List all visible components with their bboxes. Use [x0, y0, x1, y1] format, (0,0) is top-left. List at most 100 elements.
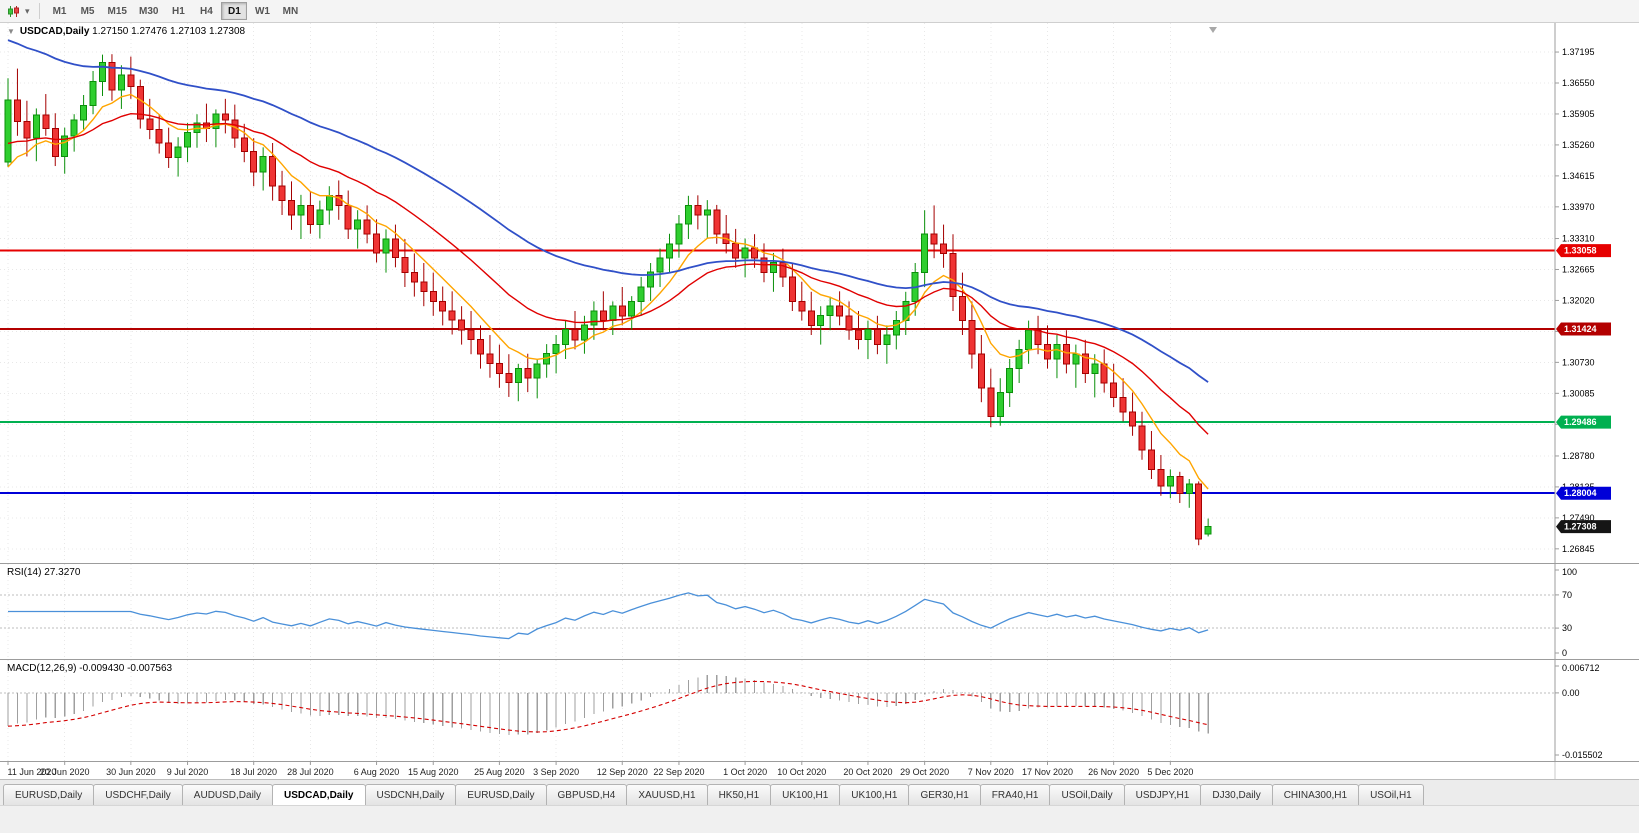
chart-tab-usoil-daily[interactable]: USOil,Daily [1049, 784, 1125, 805]
candle-up [1006, 368, 1014, 394]
candle-down [958, 296, 966, 322]
chart-tab-china300-h1[interactable]: CHINA300,H1 [1271, 784, 1360, 805]
candle-down [1062, 344, 1070, 365]
chart-type-icon[interactable] [5, 2, 23, 20]
candle-down [1147, 449, 1155, 470]
timeframe-toolbar: ▾ M1 M5 M15 M30 H1 H4 D1 W1 MN [0, 0, 1639, 23]
rsi-line [8, 592, 1209, 640]
chart-tab-hk50-h1[interactable]: HK50,H1 [706, 784, 772, 805]
candle-up [817, 314, 825, 326]
candle-up [1204, 526, 1212, 535]
date-label: 5 Dec 2020 [1147, 767, 1193, 777]
candle-down [23, 120, 31, 139]
candle-down [751, 247, 759, 259]
candle-down [505, 372, 513, 384]
candle-up [628, 300, 636, 317]
timeframe-button-m15[interactable]: M15 [107, 5, 127, 17]
chart-tab-fra40-h1[interactable]: FRA40,H1 [979, 784, 1051, 805]
chart-tab-gbpusd-h4[interactable]: GBPUSD,H4 [545, 784, 628, 805]
candle-up [703, 209, 711, 216]
timeframe-button-m30[interactable]: M30 [138, 5, 159, 17]
candle-up [769, 262, 777, 274]
timeframe-button-m1[interactable]: M1 [52, 5, 67, 17]
chart-tab-uk100-h1[interactable]: UK100,H1 [839, 784, 910, 805]
candle-up [552, 344, 560, 355]
candle-down [127, 74, 135, 87]
candle-up [212, 113, 220, 130]
timeframe-button-m5[interactable]: M5 [80, 5, 95, 17]
candle-down [391, 238, 399, 259]
candle-up [354, 219, 362, 230]
candle-up [1166, 476, 1174, 487]
rsi-chart-surface[interactable]: 100 70 30 0 [0, 564, 1639, 659]
timeframe-group: M1 M5 M15 M30 H1 H4 D1 W1 MN [47, 2, 304, 20]
chart-tab-eurusd-daily[interactable]: EURUSD,Daily [3, 784, 95, 805]
main-chart-surface[interactable]: 1.37195 1.36550 1.35905 1.35260 1.34615 1.339… [0, 23, 1639, 563]
candle-down [1157, 468, 1165, 487]
candle-down [363, 219, 371, 235]
price-tick-label: 1.36550 [1562, 78, 1595, 88]
candle-down [269, 155, 277, 187]
candle-down [467, 329, 475, 340]
candle-down [410, 272, 418, 283]
chart-tab-usdcad-daily[interactable]: USDCAD,Daily [272, 784, 366, 805]
price-level-badge [1556, 322, 1611, 336]
price-tick-label: 1.27490 [1562, 513, 1595, 523]
candle-down [13, 99, 21, 122]
one-click-trading-toggle-icon[interactable]: ▼ [7, 27, 15, 36]
date-label: 3 Sep 2020 [533, 767, 579, 777]
date-label: 29 Oct 2020 [900, 767, 949, 777]
chart-tab-ger30-h1[interactable]: GER30,H1 [908, 784, 981, 805]
candle-down [278, 185, 286, 202]
timeframe-button-h4[interactable]: H4 [200, 5, 213, 17]
chart-tab-xauusd-h1[interactable]: XAUUSD,H1 [626, 784, 708, 805]
date-label: 18 Jul 2020 [230, 767, 277, 777]
candle-down [250, 151, 258, 173]
chart-tab-usdjpy-h1[interactable]: USDJPY,H1 [1123, 784, 1202, 805]
candle-down [448, 310, 456, 321]
chart-tab-usdchf-daily[interactable]: USDCHF,Daily [93, 784, 183, 805]
candle-down [401, 257, 409, 274]
candle-down [940, 243, 948, 254]
candle-up [174, 146, 182, 158]
chart-tab-dj30-daily[interactable]: DJ30,Daily [1200, 784, 1273, 805]
candle-down [1176, 476, 1184, 494]
date-label: 11 Jun 2020 [8, 767, 57, 777]
chart-type-dropdown-caret-icon[interactable]: ▾ [25, 5, 30, 16]
candle-up [61, 135, 69, 157]
candle-up [637, 286, 645, 302]
price-tick-label: 1.34615 [1562, 171, 1595, 181]
candle-up [259, 155, 267, 173]
rsi-indicator-panel: RSI(14) 27.3270 100 70 30 0 [0, 563, 1639, 659]
candle-down [1034, 329, 1042, 346]
candle-up [1185, 483, 1193, 494]
date-axis: 11 Jun 2020 20 Jun 2020 30 Jun 2020 9 Jul 2… [0, 761, 1639, 779]
candle-up [684, 204, 692, 225]
candle-down [1119, 396, 1127, 413]
price-tick-label: 1.35905 [1562, 109, 1595, 119]
chart-tab-uk100-h1[interactable]: UK100,H1 [770, 784, 841, 805]
timeframe-button-d1[interactable]: D1 [221, 2, 248, 20]
date-label: 22 Sep 2020 [653, 767, 704, 777]
timeframe-button-mn[interactable]: MN [282, 5, 299, 17]
chart-ohlc-values: 1.27150 1.27476 1.27103 1.27308 [92, 26, 246, 37]
candle-up [70, 119, 78, 137]
chart-tab-audusd-daily[interactable]: AUDUSD,Daily [181, 784, 274, 805]
chart-tab-eurusd-daily[interactable]: EURUSD,Daily [455, 784, 547, 805]
candle-up [921, 233, 929, 274]
timeframe-button-h1[interactable]: H1 [172, 5, 185, 17]
candle-up [675, 223, 683, 245]
chart-tab-usdcnh-daily[interactable]: USDCNH,Daily [364, 784, 457, 805]
chart-shift-marker[interactable] [1209, 27, 1217, 33]
macd-chart-surface[interactable]: 0.006712 0.00 -0.015502 [0, 660, 1639, 761]
date-label: 17 Nov 2020 [1022, 767, 1073, 777]
date-label: 28 Jul 2020 [287, 767, 334, 777]
chart-tab-usoil-h1[interactable]: USOil,H1 [1358, 784, 1424, 805]
price-tick-label: 1.33310 [1562, 234, 1595, 244]
timeframe-button-w1[interactable]: W1 [254, 5, 270, 17]
candle-down [1138, 425, 1146, 451]
current-price-badge-label: 1.27308 [1564, 522, 1597, 532]
current-price-badge [1556, 520, 1611, 534]
